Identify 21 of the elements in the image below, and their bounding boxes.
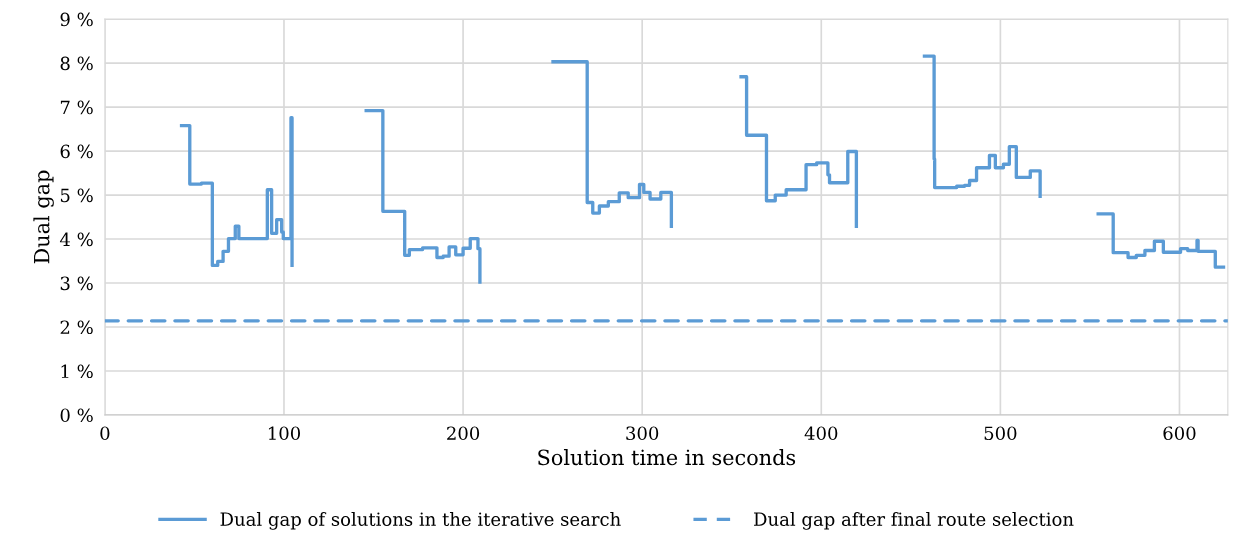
y-tick-label: 8 % <box>60 56 93 71</box>
y-tick-label: 2 % <box>60 320 93 335</box>
x-tick-label: 100 <box>268 426 301 441</box>
y-tick-label: 3 % <box>60 276 93 291</box>
legend-label: Dual gap after final route selection <box>754 512 1074 530</box>
y-tick-label: 0 % <box>60 408 93 423</box>
x-tick-label: 0 <box>100 426 110 441</box>
x-axis-title: Solution time in seconds <box>538 449 796 466</box>
legend-label: Dual gap of solutions in the iterative search <box>220 512 621 530</box>
y-tick-label: 7 % <box>60 100 93 115</box>
y-tick-label: 6 % <box>60 144 93 159</box>
x-tick-label: 200 <box>447 426 480 441</box>
y-axis-title: Dual gap <box>33 170 54 264</box>
y-tick-label: 9 % <box>60 12 93 27</box>
y-tick-label: 5 % <box>60 188 93 203</box>
y-tick-label: 1 % <box>61 364 93 379</box>
y-tick-label: 4 % <box>59 232 93 247</box>
x-tick-label: 400 <box>804 426 838 441</box>
x-tick-label: 600 <box>1163 426 1196 441</box>
x-tick-label: 500 <box>984 426 1017 441</box>
x-tick-label: 300 <box>626 426 659 441</box>
